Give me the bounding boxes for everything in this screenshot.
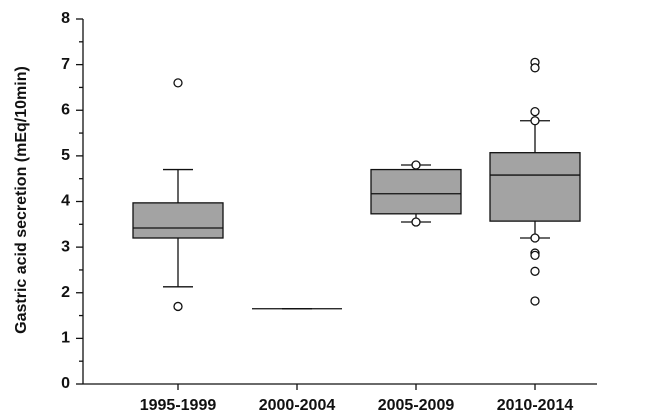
y-tick-label: 3	[61, 238, 70, 255]
outlier	[530, 266, 540, 276]
y-tick-label: 4	[61, 193, 70, 210]
x-tick-label: 2000-2004	[259, 397, 336, 414]
box	[489, 152, 581, 222]
y-tick-label: 0	[61, 375, 70, 392]
y-tick-label: 7	[61, 56, 70, 73]
outlier	[530, 106, 540, 117]
x-tick-label: 1995-1999	[140, 397, 217, 414]
outlier	[411, 160, 421, 170]
y-tick-label: 2	[61, 284, 70, 301]
box	[132, 202, 224, 239]
outlier	[530, 296, 540, 306]
outlier	[411, 217, 421, 227]
outlier	[530, 63, 540, 73]
outlier	[530, 116, 540, 126]
y-tick-label: 8	[61, 10, 70, 27]
outlier	[530, 250, 540, 260]
y-tick-label: 5	[61, 147, 70, 164]
outlier	[530, 233, 540, 243]
y-axis-label: Gastric acid secretion (mEq/10min)	[13, 66, 30, 334]
outlier	[173, 301, 183, 312]
x-tick-label: 2005-2009	[378, 397, 455, 414]
box	[370, 168, 462, 215]
x-tick-label: 2010-2014	[497, 397, 574, 414]
outlier	[173, 78, 183, 88]
y-tick-label: 1	[61, 330, 70, 347]
y-tick-label: 6	[61, 101, 70, 118]
